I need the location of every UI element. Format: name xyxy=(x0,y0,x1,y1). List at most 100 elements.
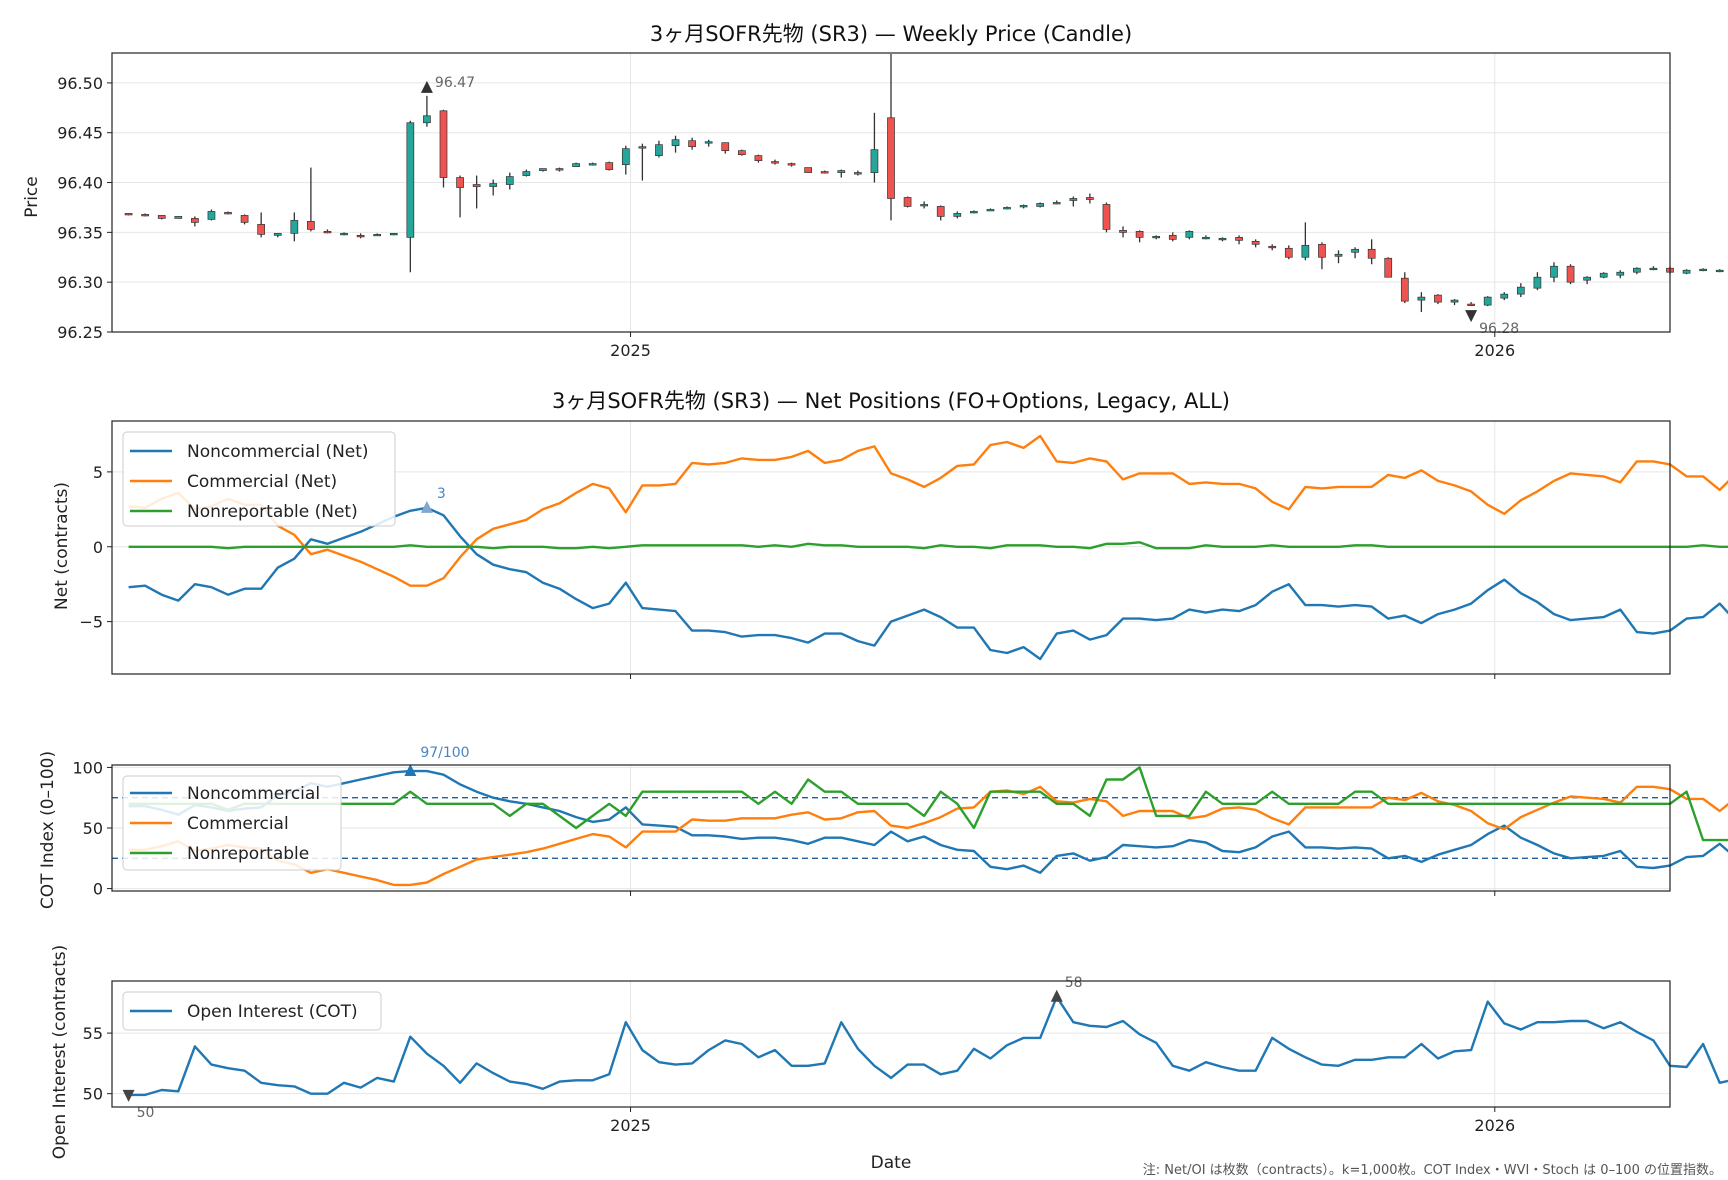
max-label: 96.47 xyxy=(435,75,475,91)
candle-y-ticks: 96.25 96.30 96.35 96.40 96.45 96.50 xyxy=(57,74,112,342)
cot-index-series: 97/1000/1000/100 xyxy=(112,745,1728,887)
net-series-line xyxy=(128,434,1728,587)
open-interest-legend: Open Interest (COT) xyxy=(122,991,382,1031)
net-legend-nonreportable: Nonreportable (Net) xyxy=(187,502,358,522)
candle-body xyxy=(638,146,647,149)
candle-body xyxy=(257,224,266,235)
candle-body xyxy=(290,220,299,234)
candle-body xyxy=(1218,237,1227,241)
net-axis-label: Net (contracts) xyxy=(52,482,72,610)
candle-body xyxy=(174,216,183,219)
candle-body xyxy=(340,233,348,236)
candle-body xyxy=(240,215,249,223)
y-tick-label: 96.35 xyxy=(57,223,103,242)
net-series-line xyxy=(128,506,1728,661)
cot-index-x-ticks xyxy=(630,891,1496,896)
net-y-ticks: −5 0 5 xyxy=(79,463,112,632)
candle-body xyxy=(787,163,796,166)
candle-body xyxy=(207,211,216,220)
candle-body xyxy=(688,140,696,148)
candle-body xyxy=(1483,296,1492,306)
candle-body xyxy=(986,209,995,212)
open-interest-axis-label: Open Interest (contracts) xyxy=(50,945,70,1159)
candle-body xyxy=(1284,247,1293,258)
candle-body xyxy=(920,204,928,207)
y-tick-label: 100 xyxy=(72,758,103,777)
y-tick-label: 96.50 xyxy=(57,74,103,93)
candle-body xyxy=(1715,269,1724,273)
x-tick-label: 2026 xyxy=(1474,341,1515,360)
candle-body xyxy=(1500,293,1509,299)
candle-body xyxy=(1334,253,1343,257)
candle-body xyxy=(953,213,962,217)
candle-body xyxy=(1434,294,1442,303)
y-tick-label: 55 xyxy=(83,1024,103,1043)
net-max-marker-icon xyxy=(420,500,433,513)
candle-body xyxy=(423,115,431,124)
cot-index-grid xyxy=(112,765,1670,891)
cot-index-series-line xyxy=(128,769,1728,874)
candle-body xyxy=(1566,265,1575,283)
candle-body xyxy=(1467,303,1475,306)
candle-body xyxy=(406,122,415,238)
candle-body xyxy=(439,110,448,178)
candle-body xyxy=(1599,272,1608,278)
candle-body xyxy=(1069,198,1078,201)
open-interest-grid xyxy=(112,981,1670,1107)
candle-body xyxy=(737,150,746,155)
candle-body xyxy=(505,176,514,185)
y-tick-label: 0 xyxy=(93,538,103,557)
candle-body xyxy=(655,144,663,156)
candle-body xyxy=(1185,231,1194,238)
candle-body xyxy=(1152,235,1161,239)
candle-body xyxy=(1533,276,1542,289)
candle-body xyxy=(522,171,531,176)
net-legend-noncommercial: Noncommercial (Net) xyxy=(187,442,369,462)
cot-index-panel: COT Index (0–100) 0 50 100 97/1000/1000/10… xyxy=(38,745,1728,909)
cot-legend-nonreportable: Nonreportable xyxy=(187,844,309,864)
footnote: 注: Net/OI は枚数（contracts）。k=1,000枚。COT In… xyxy=(1143,1163,1722,1178)
net-legend-commercial: Commercial (Net) xyxy=(187,472,337,492)
open-interest-series: 585055 xyxy=(122,975,1728,1121)
candle-body xyxy=(1003,207,1011,210)
candle-body xyxy=(141,214,149,217)
candle-body xyxy=(721,142,730,152)
candle-body xyxy=(224,212,232,215)
oi-max-label: 58 xyxy=(1065,975,1083,991)
net-legend-box xyxy=(122,431,396,527)
cot-index-plot-frame xyxy=(111,764,1671,892)
candle-body xyxy=(1384,257,1393,278)
cot-max-marker-icon xyxy=(404,764,417,777)
net-legend: Noncommercial (Net) Commercial (Net) Non… xyxy=(122,431,396,527)
cot-index-legend-box xyxy=(122,775,342,871)
candle-body xyxy=(1235,236,1243,241)
candle-body xyxy=(1135,231,1144,238)
candle-body xyxy=(1102,204,1111,230)
y-tick-label: 50 xyxy=(83,819,103,838)
candle-body xyxy=(870,149,879,173)
candle-body xyxy=(1417,296,1426,301)
candle-body xyxy=(1450,299,1459,303)
candle-plot-frame xyxy=(111,52,1671,333)
net-series-line xyxy=(128,541,1728,550)
candle-body xyxy=(1516,286,1525,295)
candle-body xyxy=(124,213,133,216)
candle-x-ticks: 2025 2026 xyxy=(610,332,1515,360)
candle-body xyxy=(1086,197,1094,200)
candle-body xyxy=(191,218,199,223)
min-label: 96.28 xyxy=(1479,321,1519,337)
oi-min-marker-icon xyxy=(122,1089,135,1102)
candle-body xyxy=(373,234,382,237)
open-interest-legend-box xyxy=(122,991,382,1031)
candle-body xyxy=(555,168,564,171)
oi-max-marker-icon xyxy=(1050,989,1063,1002)
candle-body xyxy=(1633,267,1641,273)
open-interest-line xyxy=(128,995,1728,1097)
candle-chart-title: 3ヶ月SOFR先物 (SR3) — Weekly Price (Candle) xyxy=(650,22,1132,46)
candle-body xyxy=(1019,205,1028,208)
oi-legend-label: Open Interest (COT) xyxy=(187,1002,358,1022)
cot-index-series-line xyxy=(128,766,1728,842)
candle-body xyxy=(621,148,630,165)
